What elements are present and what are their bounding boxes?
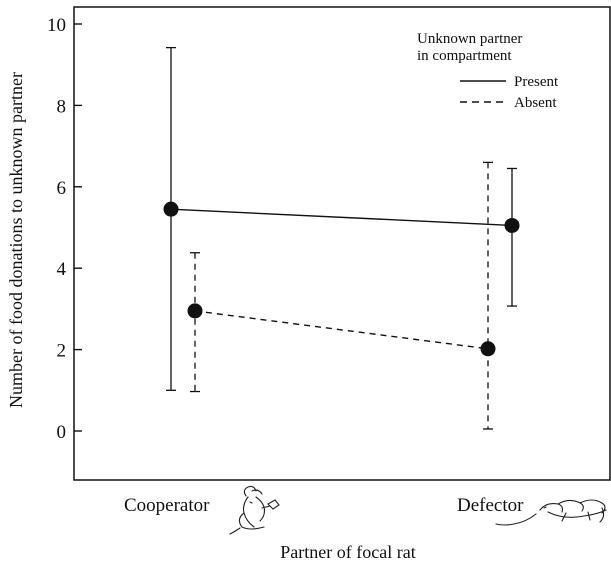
series-layer <box>163 46 520 430</box>
y-tick-label-0: 0 <box>57 422 67 443</box>
legend-label-present: Present <box>514 74 559 90</box>
y-tick-label-4: 4 <box>57 259 67 280</box>
cooperator-rat-icon <box>229 485 280 535</box>
legend-title-line2: in compartment <box>417 48 512 64</box>
y-axis-ticks: 0 2 4 6 8 10 <box>47 15 82 443</box>
legend-title-line1: Unknown partner <box>417 31 522 47</box>
series-line-absent <box>194 310 489 350</box>
y-tick-label-2: 2 <box>57 341 67 362</box>
defector-rat-icon <box>495 499 607 526</box>
y-axis-title: Number of food donations to unknown part… <box>6 72 26 408</box>
series-line-present <box>170 208 513 227</box>
x-axis-title: Partner of focal rat <box>280 542 415 562</box>
legend-label-absent: Absent <box>514 95 557 111</box>
y-tick-label-6: 6 <box>57 178 67 199</box>
legend: Unknown partner in compartment Present A… <box>417 31 559 111</box>
point-absent-1 <box>480 341 496 357</box>
x-category-label-defector: Defector <box>457 495 524 516</box>
y-tick-label-10: 10 <box>47 15 66 36</box>
point-absent-0 <box>187 303 203 319</box>
plot-frame <box>73 6 611 481</box>
x-category-label-cooperator: Cooperator <box>124 495 210 516</box>
y-tick-label-8: 8 <box>57 96 67 117</box>
point-present-1 <box>504 217 520 233</box>
point-present-0 <box>163 201 179 217</box>
